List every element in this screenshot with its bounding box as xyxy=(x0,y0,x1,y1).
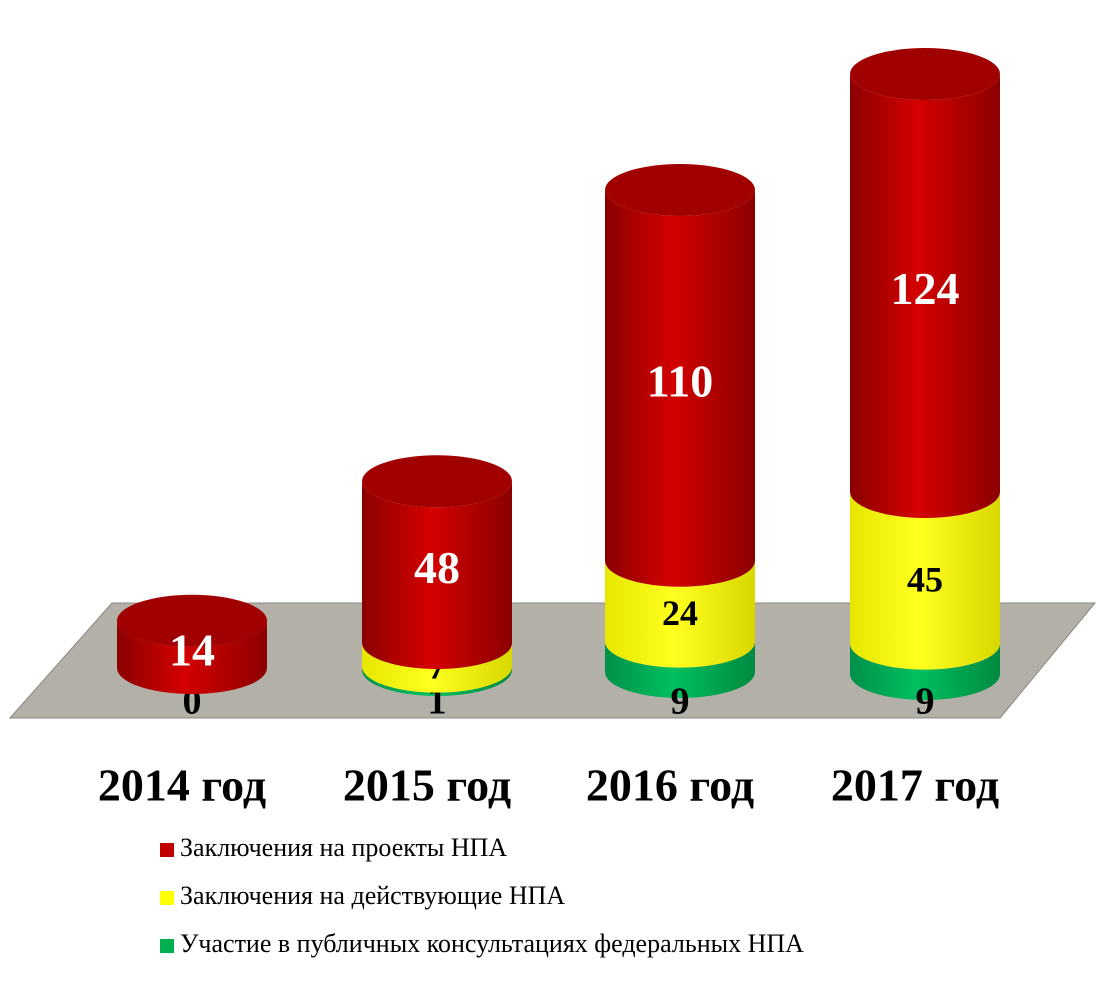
cylinder-segment xyxy=(605,189,755,587)
cylinder-top xyxy=(117,594,267,647)
legend-swatch xyxy=(160,939,174,953)
legend-swatch xyxy=(160,843,174,857)
data-label: 45 xyxy=(907,560,943,600)
cylinder-segment xyxy=(605,641,755,698)
data-label: 24 xyxy=(662,593,698,633)
cylinder-segment xyxy=(850,643,1000,700)
cylinder-segment xyxy=(850,491,1000,670)
legend-label: Участие в публичных консультациях федера… xyxy=(180,929,804,958)
data-label: 9 xyxy=(916,681,935,723)
cylinder-top xyxy=(362,455,512,508)
floor xyxy=(8,602,1097,719)
legend-label: Заключения на действующие НПА xyxy=(180,881,565,910)
data-label: 14 xyxy=(169,624,215,675)
cylinder-top xyxy=(605,163,755,216)
data-label: 124 xyxy=(891,263,960,314)
data-label: 48 xyxy=(414,542,460,593)
cylinder-segment xyxy=(850,74,1000,518)
cylinder-top xyxy=(850,48,1000,100)
x-tick-label: 2015 год xyxy=(343,760,511,811)
data-label: 9 xyxy=(671,681,690,723)
x-tick-label: 2014 год xyxy=(98,760,266,811)
legend-label: Заключения на проекты НПА xyxy=(180,833,507,862)
data-label: 110 xyxy=(647,355,713,406)
cylinder-segment xyxy=(362,481,512,670)
legend-swatch xyxy=(160,891,174,905)
cylinder-segment xyxy=(605,560,755,668)
x-tick-label: 2016 год xyxy=(586,760,754,811)
cylinder-segment xyxy=(362,643,512,693)
x-tick-label: 2017 год xyxy=(831,760,999,811)
cylinder-segment xyxy=(117,620,267,694)
